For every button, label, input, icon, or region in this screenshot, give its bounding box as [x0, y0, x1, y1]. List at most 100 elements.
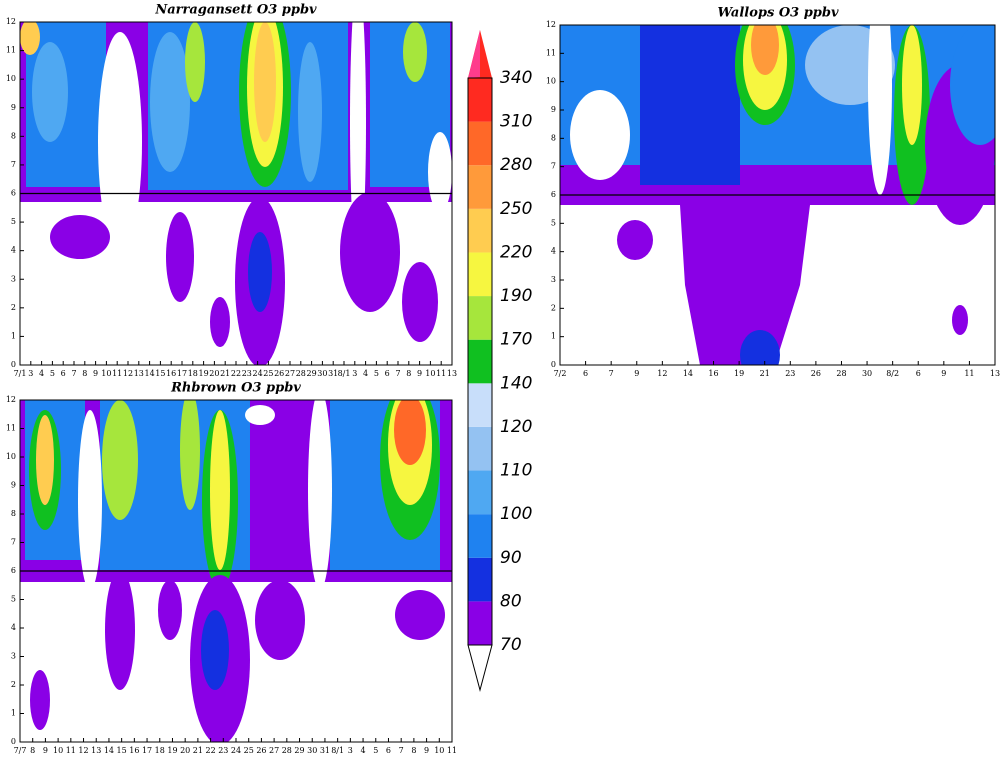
x-tick-label: 16: [166, 369, 176, 378]
contour-fill: [340, 192, 400, 312]
contour-fill: [952, 305, 968, 335]
x-tick-label: 31: [328, 369, 338, 378]
x-tick-label: 11: [66, 746, 76, 755]
x-tick-label: 4: [361, 746, 366, 755]
x-tick-label: 7/2: [554, 369, 567, 378]
x-tick-label: 17: [142, 746, 152, 755]
contour-fill: [402, 262, 438, 342]
y-tick-label: 10: [6, 452, 16, 461]
contour-fill: [32, 42, 68, 142]
x-tick-label: 24: [231, 746, 241, 755]
x-tick-label: 26: [256, 746, 266, 755]
y-tick-label: 6: [11, 189, 16, 198]
x-tick-label: 8: [30, 746, 35, 755]
colorbar-end: [467, 644, 493, 692]
colorbar-label: 70: [500, 635, 522, 655]
contour-fill: [166, 212, 194, 302]
y-tick-label: 5: [551, 218, 556, 227]
colorbar-label: 220: [500, 242, 532, 262]
colorbar-label: 280: [500, 155, 532, 175]
contour-fill: [30, 670, 50, 730]
contour-fill: [201, 610, 229, 690]
contour-fill: [36, 415, 54, 505]
x-tick-label: 3: [352, 369, 357, 378]
y-tick-label: 2: [11, 303, 16, 312]
y-tick-label: 3: [551, 275, 556, 284]
colorbar-label: 340: [500, 68, 532, 88]
y-tick-label: 8: [11, 509, 16, 518]
x-tick-label: 12: [123, 369, 133, 378]
x-tick-label: 27: [285, 369, 295, 378]
x-tick-label: 13: [990, 369, 1000, 378]
colorbar-label: 190: [500, 286, 532, 306]
x-tick-label: 27: [269, 746, 279, 755]
x-tick-label: 9: [417, 369, 422, 378]
contour-fill: [740, 330, 780, 365]
y-tick-label: 11: [546, 48, 556, 57]
x-tick-label: 12: [657, 369, 667, 378]
colorbar-label: 110: [500, 461, 532, 481]
colorbar-end: [468, 30, 480, 78]
x-tick-label: 19: [167, 746, 177, 755]
panel-title: Rhbrown O3 ppbv: [170, 381, 301, 396]
y-tick-label: 6: [551, 190, 556, 199]
contour-field: [20, 400, 452, 742]
x-tick-label: 22: [205, 746, 215, 755]
y-tick-label: 2: [11, 680, 16, 689]
y-tick-label: 0: [551, 360, 556, 369]
x-tick-label: 10: [425, 369, 435, 378]
contour-fill: [395, 590, 445, 640]
contour-field: [560, 25, 995, 365]
contour-fill: [254, 22, 276, 142]
x-tick-label: 14: [145, 369, 155, 378]
y-tick-label: 5: [11, 217, 16, 226]
colorbar-band: [468, 121, 492, 166]
x-tick-label: 31: [320, 746, 330, 755]
x-tick-label: 4: [363, 369, 368, 378]
contour-fill: [950, 25, 995, 145]
contour-fill: [158, 580, 182, 640]
y-tick-label: 12: [6, 395, 16, 404]
x-tick-label: 11: [964, 369, 974, 378]
x-tick-label: 6: [583, 369, 588, 378]
y-tick-label: 0: [11, 737, 16, 746]
contour-fill: [751, 25, 779, 75]
x-tick-label: 15: [155, 369, 165, 378]
contour-fill: [248, 232, 272, 312]
colorbar-band: [468, 426, 492, 471]
x-tick-label: 6: [916, 369, 921, 378]
x-tick-label: 26: [274, 369, 284, 378]
x-tick-label: 7/7: [14, 746, 27, 755]
x-tick-label: 9: [43, 746, 48, 755]
contour-fill: [185, 22, 205, 102]
x-tick-label: 28: [282, 746, 292, 755]
x-tick-label: 5: [373, 746, 378, 755]
y-tick-label: 5: [11, 595, 16, 604]
contour-fill: [210, 297, 230, 347]
x-tick-label: 9: [424, 746, 429, 755]
x-tick-label: 6: [385, 369, 390, 378]
x-tick-label: 7: [609, 369, 614, 378]
x-tick-label: 14: [104, 746, 114, 755]
x-tick-label: 26: [811, 369, 821, 378]
x-tick-label: 9: [93, 369, 98, 378]
x-tick-label: 18: [188, 369, 198, 378]
y-tick-label: 12: [546, 20, 556, 29]
colorbar-label: 250: [500, 199, 532, 219]
x-tick-label: 13: [91, 746, 101, 755]
colorbar-band: [468, 165, 492, 209]
x-tick-label: 30: [862, 369, 872, 378]
y-tick-label: 10: [6, 74, 16, 83]
contour-fill: [868, 25, 892, 195]
colorbar-label: 90: [500, 548, 522, 568]
x-tick-label: 28: [836, 369, 846, 378]
x-tick-label: 23: [785, 369, 795, 378]
x-tick-label: 23: [218, 746, 228, 755]
x-tick-label: 3: [348, 746, 353, 755]
y-tick-label: 7: [11, 160, 16, 169]
x-tick-label: 21: [193, 746, 203, 755]
contour-fill: [394, 400, 426, 465]
